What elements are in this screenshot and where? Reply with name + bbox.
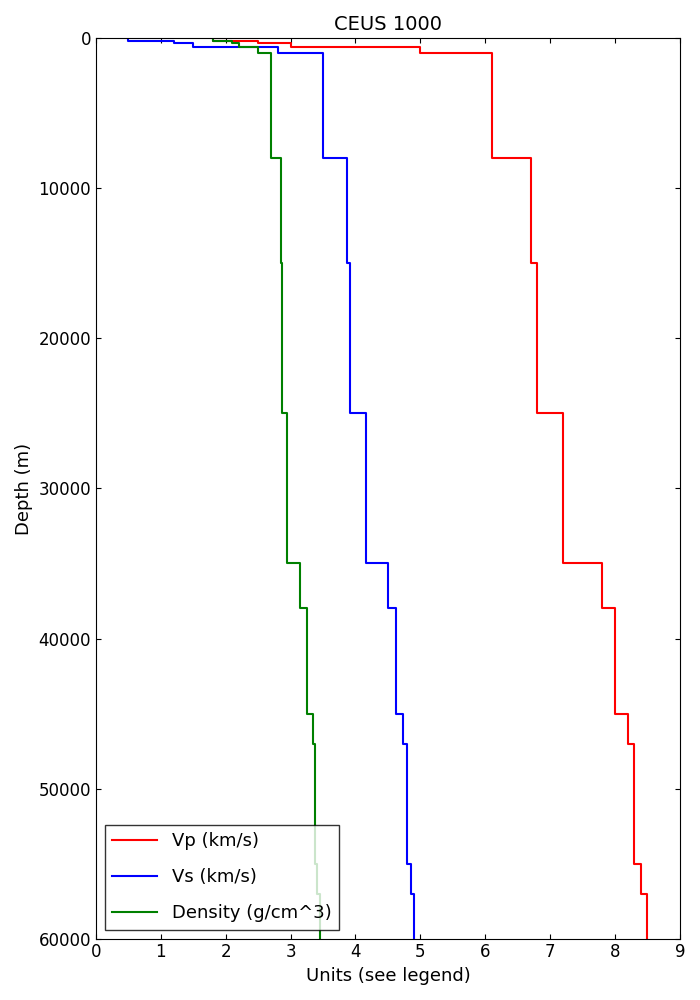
Vp (km/s)	[598, 557, 606, 569]
Vp (km/s)	[487, 47, 496, 59]
Vp (km/s)	[526, 257, 535, 269]
Vs (km/s)	[362, 557, 370, 569]
Vs (km/s)	[362, 407, 370, 419]
Density (g/cm^3)	[316, 933, 324, 945]
Vp (km/s)	[624, 738, 632, 750]
Vs (km/s)	[343, 152, 351, 164]
Vp (km/s)	[526, 152, 535, 164]
Vs (km/s)	[410, 933, 418, 945]
Vs (km/s)	[169, 35, 178, 47]
Vp (km/s)	[416, 41, 424, 53]
Density (g/cm^3)	[209, 32, 217, 44]
Vs (km/s)	[410, 888, 418, 900]
Vp (km/s)	[643, 933, 652, 945]
Vp (km/s)	[254, 37, 262, 49]
Vp (km/s)	[209, 32, 217, 44]
Vs (km/s)	[402, 738, 411, 750]
Density (g/cm^3)	[312, 858, 321, 870]
Density (g/cm^3)	[254, 41, 262, 53]
Vp (km/s)	[643, 933, 652, 945]
Legend: Vp (km/s), Vs (km/s), Density (g/cm^3): Vp (km/s), Vs (km/s), Density (g/cm^3)	[105, 825, 339, 930]
Density (g/cm^3)	[302, 602, 311, 614]
Vp (km/s)	[598, 602, 606, 614]
Vp (km/s)	[416, 47, 424, 59]
Vp (km/s)	[624, 708, 632, 720]
Vs (km/s)	[384, 557, 392, 569]
Vp (km/s)	[533, 407, 541, 419]
Vs (km/s)	[346, 407, 354, 419]
Line: Vp (km/s): Vp (km/s)	[213, 38, 648, 939]
Density (g/cm^3)	[234, 37, 243, 49]
Density (g/cm^3)	[296, 557, 304, 569]
Vs (km/s)	[346, 257, 354, 269]
Y-axis label: Depth (m): Depth (m)	[15, 442, 33, 535]
Vp (km/s)	[636, 858, 645, 870]
Vs (km/s)	[274, 47, 282, 59]
Density (g/cm^3)	[310, 858, 319, 870]
Vs (km/s)	[402, 858, 411, 870]
Vs (km/s)	[410, 933, 418, 945]
Density (g/cm^3)	[278, 407, 286, 419]
Vs (km/s)	[189, 37, 197, 49]
Density (g/cm^3)	[316, 933, 324, 945]
Density (g/cm^3)	[267, 47, 275, 59]
Density (g/cm^3)	[316, 933, 324, 945]
Vs (km/s)	[318, 152, 327, 164]
Vs (km/s)	[398, 738, 407, 750]
Vs (km/s)	[169, 37, 178, 49]
Vs (km/s)	[125, 32, 133, 44]
Vp (km/s)	[209, 35, 217, 47]
Vs (km/s)	[343, 257, 351, 269]
Density (g/cm^3)	[254, 47, 262, 59]
X-axis label: Units (see legend): Units (see legend)	[305, 967, 470, 985]
Vp (km/s)	[286, 37, 295, 49]
Vs (km/s)	[384, 602, 392, 614]
Density (g/cm^3)	[309, 708, 318, 720]
Density (g/cm^3)	[278, 257, 286, 269]
Vs (km/s)	[391, 602, 400, 614]
Vs (km/s)	[407, 888, 415, 900]
Density (g/cm^3)	[296, 602, 304, 614]
Vs (km/s)	[125, 35, 133, 47]
Density (g/cm^3)	[316, 888, 324, 900]
Vp (km/s)	[487, 152, 496, 164]
Vp (km/s)	[630, 738, 638, 750]
Density (g/cm^3)	[284, 407, 292, 419]
Line: Density (g/cm^3): Density (g/cm^3)	[213, 38, 320, 939]
Vs (km/s)	[189, 41, 197, 53]
Vs (km/s)	[391, 708, 400, 720]
Density (g/cm^3)	[228, 35, 237, 47]
Vs (km/s)	[407, 858, 415, 870]
Vp (km/s)	[286, 41, 295, 53]
Vp (km/s)	[643, 933, 652, 945]
Vp (km/s)	[610, 708, 619, 720]
Density (g/cm^3)	[267, 152, 275, 164]
Vs (km/s)	[318, 47, 327, 59]
Title: CEUS 1000: CEUS 1000	[334, 15, 442, 34]
Vp (km/s)	[559, 407, 567, 419]
Density (g/cm^3)	[309, 738, 318, 750]
Vp (km/s)	[533, 257, 541, 269]
Vp (km/s)	[636, 888, 645, 900]
Vs (km/s)	[274, 41, 282, 53]
Vp (km/s)	[610, 602, 619, 614]
Density (g/cm^3)	[310, 738, 319, 750]
Vs (km/s)	[398, 708, 407, 720]
Vp (km/s)	[254, 35, 262, 47]
Line: Vs (km/s): Vs (km/s)	[129, 38, 414, 939]
Vp (km/s)	[630, 858, 638, 870]
Density (g/cm^3)	[312, 888, 321, 900]
Density (g/cm^3)	[234, 41, 243, 53]
Density (g/cm^3)	[209, 35, 217, 47]
Vs (km/s)	[410, 933, 418, 945]
Density (g/cm^3)	[228, 37, 237, 49]
Vp (km/s)	[559, 557, 567, 569]
Density (g/cm^3)	[302, 708, 311, 720]
Density (g/cm^3)	[276, 257, 285, 269]
Density (g/cm^3)	[276, 152, 285, 164]
Density (g/cm^3)	[284, 557, 292, 569]
Vp (km/s)	[643, 888, 652, 900]
